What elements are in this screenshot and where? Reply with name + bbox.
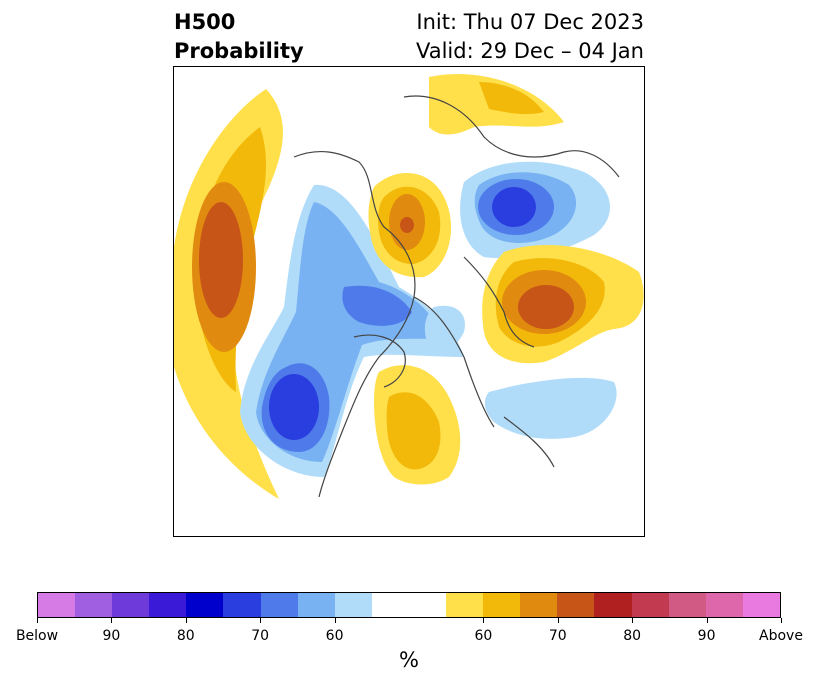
colorbar-segment: [297, 593, 335, 617]
probability-shading: [174, 74, 644, 499]
colorbar-segment: [186, 593, 224, 617]
colorbar-segment: [149, 593, 187, 617]
colorbar-segment: [260, 593, 298, 617]
colorbar-segment: [742, 593, 780, 617]
colorbar-tick-label: Above: [759, 628, 803, 644]
colorbar-segment: [75, 593, 113, 617]
colorbar-tick-label: 90: [697, 628, 716, 644]
colorbar-tick: [557, 618, 559, 623]
valid-range: Valid: 29 Dec – 04 Jan: [415, 39, 644, 63]
colorbar-tick-label: 90: [102, 628, 121, 644]
colorbar-segment: [668, 593, 706, 617]
colorbar-segment: [557, 593, 595, 617]
colorbar-tick-label: 70: [548, 628, 567, 644]
colorbar-tick-label: 80: [176, 628, 195, 644]
colorbar-tick: [781, 618, 782, 623]
colorbar-segment: [371, 593, 447, 617]
product-label: Probability: [174, 39, 304, 63]
colorbar-tick: [260, 618, 262, 623]
colorbar-segment: [594, 593, 632, 617]
colorbar-unit-label: %: [399, 648, 419, 672]
colorbar-tick: [706, 618, 708, 623]
colorbar-segment: [705, 593, 743, 617]
colorbar-tick: [185, 618, 187, 623]
date-info: Init: Thu 07 Dec 2023 Valid: 29 Dec – 04…: [416, 8, 644, 66]
colorbar: [37, 592, 781, 618]
colorbar-segment: [38, 593, 76, 617]
colorbar-tick: [334, 618, 336, 623]
colorbar-tick: [632, 618, 634, 623]
colorbar-tick-label: 60: [474, 628, 493, 644]
colorbar-tick-label: 80: [623, 628, 642, 644]
colorbar-segment: [520, 593, 558, 617]
colorbar-segment: [631, 593, 669, 617]
colorbar-tick-label: 70: [251, 628, 270, 644]
colorbar-segment: [483, 593, 521, 617]
colorbar-tick-label: Below: [15, 628, 59, 644]
chart-title: H500 Probability: [174, 8, 304, 66]
colorbar-segment: [446, 593, 484, 617]
colorbar-segment: [223, 593, 261, 617]
colorbar-tick-label: 60: [325, 628, 344, 644]
colorbar-tick: [37, 618, 38, 623]
colorbar-tick: [111, 618, 113, 623]
init-date: Init: Thu 07 Dec 2023: [416, 10, 644, 34]
colorbar-tick: [483, 618, 485, 623]
colorbar-segment: [334, 593, 372, 617]
variable-label: H500: [174, 10, 236, 34]
coastlines: [293, 95, 620, 498]
colorbar-segment: [112, 593, 150, 617]
probability-map: [173, 66, 645, 537]
